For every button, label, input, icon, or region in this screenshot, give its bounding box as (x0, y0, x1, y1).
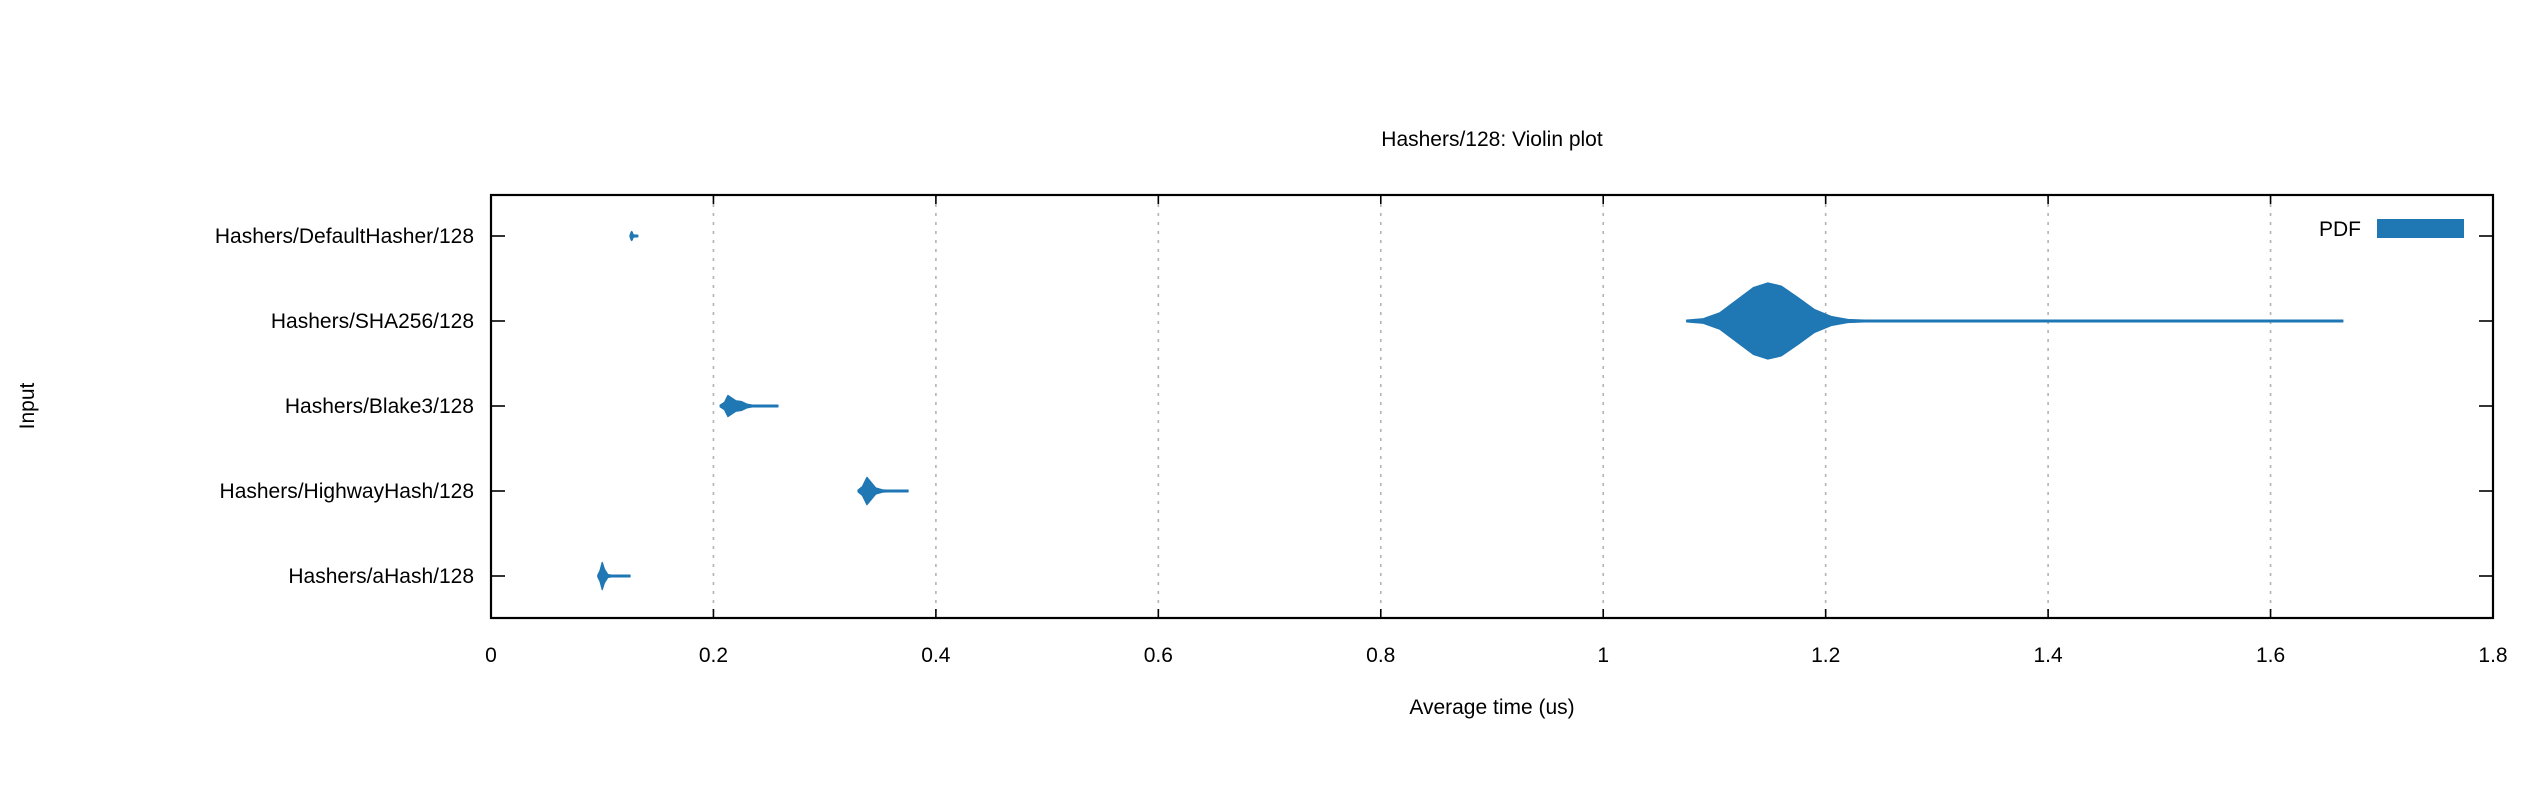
x-tick-label: 1 (1597, 644, 1609, 667)
legend-label-pdf: PDF (2319, 218, 2361, 241)
violin-shape (1686, 282, 2344, 360)
x-tick-labels: 0 0.2 0.4 0.6 0.8 1 1.2 1.4 1.6 1.8 (485, 644, 2507, 667)
legend: PDF (2319, 218, 2464, 241)
x-gridlines (712, 195, 2272, 618)
legend-swatch-pdf (2377, 219, 2464, 238)
violin-shape (629, 230, 639, 242)
x-tick-label: 1.6 (2256, 644, 2285, 667)
axis-ticks (490, 195, 2494, 618)
x-axis-title: Average time (us) (1409, 696, 1574, 719)
x-tick-label: 1.8 (2478, 644, 2507, 667)
violin-shape (857, 476, 909, 506)
y-category-labels: Hashers/DefaultHasher/128 Hashers/SHA256/… (215, 225, 474, 588)
x-tick-label: 0.4 (921, 644, 951, 667)
y-category-label: Hashers/HighwayHash/128 (220, 480, 474, 503)
y-axis-title: Input (16, 382, 39, 429)
x-tick-label: 0.6 (1144, 644, 1173, 667)
violin-shape (719, 394, 779, 418)
chart-title: Hashers/128: Violin plot (1381, 128, 1603, 151)
x-tick-label: 0 (485, 644, 497, 667)
y-category-label: Hashers/Blake3/128 (285, 395, 474, 418)
x-tick-label: 0.8 (1366, 644, 1395, 667)
y-category-label: Hashers/aHash/128 (288, 565, 474, 588)
y-category-label: Hashers/SHA256/128 (271, 310, 474, 333)
x-tick-label: 1.2 (1811, 644, 1840, 667)
violin-shape (597, 561, 631, 591)
x-tick-label: 0.2 (699, 644, 728, 667)
x-tick-label: 1.4 (2034, 644, 2064, 667)
y-category-label: Hashers/DefaultHasher/128 (215, 225, 474, 248)
violin-series (597, 230, 2344, 591)
